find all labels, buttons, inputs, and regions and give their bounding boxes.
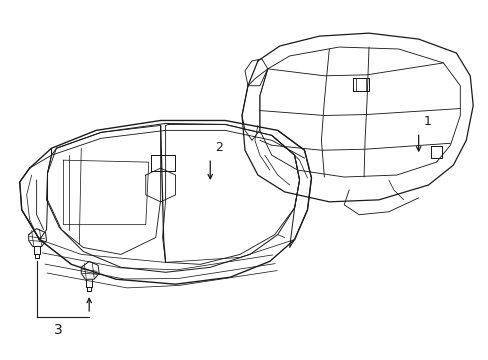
Text: 2: 2 [215, 141, 223, 154]
Text: 1: 1 [423, 116, 430, 129]
Text: 3: 3 [53, 323, 62, 337]
